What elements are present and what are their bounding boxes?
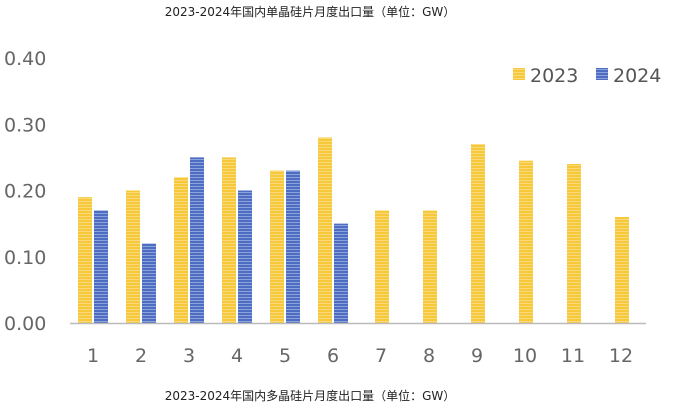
- x-tick-label: 11: [561, 345, 585, 367]
- bar-2023-5: [270, 170, 284, 323]
- x-tick-label: 1: [87, 345, 99, 367]
- bar-2023-6: [318, 137, 332, 323]
- bar-2024-6: [334, 223, 348, 323]
- bar-2024-3: [190, 157, 204, 323]
- chart-title: 2023-2024年国内单晶硅片月度出口量（单位：GW）: [165, 4, 456, 19]
- x-tick-label: 5: [279, 345, 291, 367]
- bar-2023-2: [126, 190, 140, 323]
- bar-2023-10: [519, 160, 533, 323]
- bar-2024-4: [238, 190, 252, 323]
- y-tick-label: 0.10: [4, 247, 46, 269]
- x-tick-label: 6: [327, 345, 339, 367]
- legend-swatch-2023: [513, 68, 525, 80]
- x-tick-label: 2: [135, 345, 147, 367]
- y-tick-label: 0.00: [4, 313, 46, 335]
- bar-2023-8: [423, 210, 437, 323]
- x-tick-label: 3: [183, 345, 195, 367]
- legend-swatch-2024: [596, 68, 608, 80]
- y-tick-label: 0.20: [4, 181, 46, 203]
- bar-2023-7: [375, 210, 389, 323]
- bar-2023-3: [174, 177, 188, 323]
- bar-2023-4: [222, 157, 236, 323]
- bar-2024-1: [94, 210, 108, 323]
- y-tick-label: 0.40: [4, 48, 46, 70]
- bar-2024-5: [286, 170, 300, 323]
- x-tick-label: 9: [471, 345, 483, 367]
- bar-2023-11: [567, 164, 581, 323]
- legend-label-2023: 2023: [530, 65, 578, 87]
- x-tick-label: 10: [513, 345, 537, 367]
- x-tick-label: 8: [423, 345, 435, 367]
- y-tick-label: 0.30: [4, 114, 46, 136]
- bar-2023-12: [615, 217, 629, 323]
- bar-2023-1: [78, 197, 92, 323]
- bar-2024-2: [142, 243, 156, 323]
- x-tick-label: 4: [231, 345, 243, 367]
- x-tick-label: 7: [375, 345, 387, 367]
- footer-title: 2023-2024年国内多晶硅片月度出口量（单位：GW）: [165, 388, 456, 403]
- x-tick-label: 12: [609, 345, 633, 367]
- bar-2023-9: [471, 144, 485, 323]
- legend-label-2024: 2024: [613, 65, 661, 87]
